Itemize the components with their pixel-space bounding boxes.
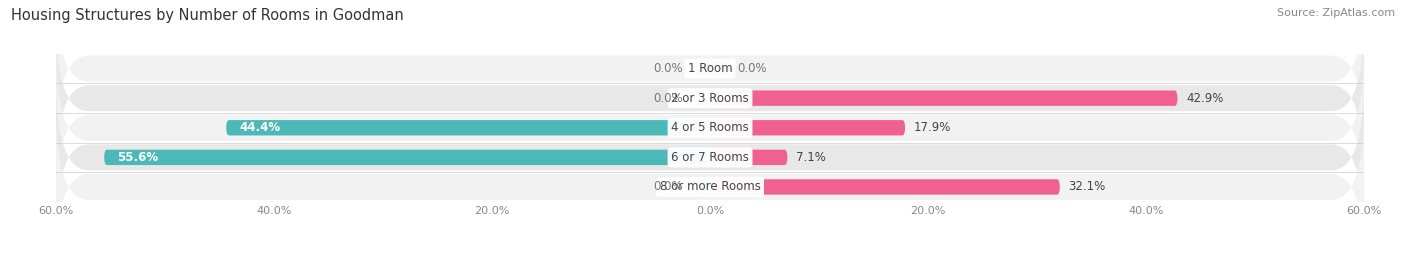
FancyBboxPatch shape [710, 61, 727, 76]
Text: 42.9%: 42.9% [1187, 92, 1223, 105]
Text: 0.0%: 0.0% [654, 92, 683, 105]
Text: Housing Structures by Number of Rooms in Goodman: Housing Structures by Number of Rooms in… [11, 8, 404, 23]
FancyBboxPatch shape [104, 150, 710, 165]
FancyBboxPatch shape [693, 90, 710, 106]
Text: 1 Room: 1 Room [688, 62, 733, 75]
FancyBboxPatch shape [710, 150, 787, 165]
Text: Source: ZipAtlas.com: Source: ZipAtlas.com [1277, 8, 1395, 18]
FancyBboxPatch shape [56, 22, 1364, 174]
Text: 55.6%: 55.6% [117, 151, 159, 164]
FancyBboxPatch shape [693, 61, 710, 76]
Text: 7.1%: 7.1% [796, 151, 825, 164]
Text: 2 or 3 Rooms: 2 or 3 Rooms [671, 92, 749, 105]
FancyBboxPatch shape [710, 120, 905, 136]
FancyBboxPatch shape [56, 0, 1364, 144]
Text: 32.1%: 32.1% [1069, 180, 1105, 193]
Text: 4 or 5 Rooms: 4 or 5 Rooms [671, 121, 749, 134]
Text: 44.4%: 44.4% [239, 121, 280, 134]
Text: 0.0%: 0.0% [654, 62, 683, 75]
FancyBboxPatch shape [56, 82, 1364, 233]
Text: 0.0%: 0.0% [654, 180, 683, 193]
Text: 6 or 7 Rooms: 6 or 7 Rooms [671, 151, 749, 164]
Text: 17.9%: 17.9% [914, 121, 952, 134]
FancyBboxPatch shape [56, 52, 1364, 204]
Text: 8 or more Rooms: 8 or more Rooms [659, 180, 761, 193]
Text: 0.0%: 0.0% [737, 62, 766, 75]
FancyBboxPatch shape [56, 111, 1364, 263]
FancyBboxPatch shape [710, 179, 1060, 195]
FancyBboxPatch shape [226, 120, 710, 136]
FancyBboxPatch shape [710, 90, 1177, 106]
FancyBboxPatch shape [693, 179, 710, 195]
